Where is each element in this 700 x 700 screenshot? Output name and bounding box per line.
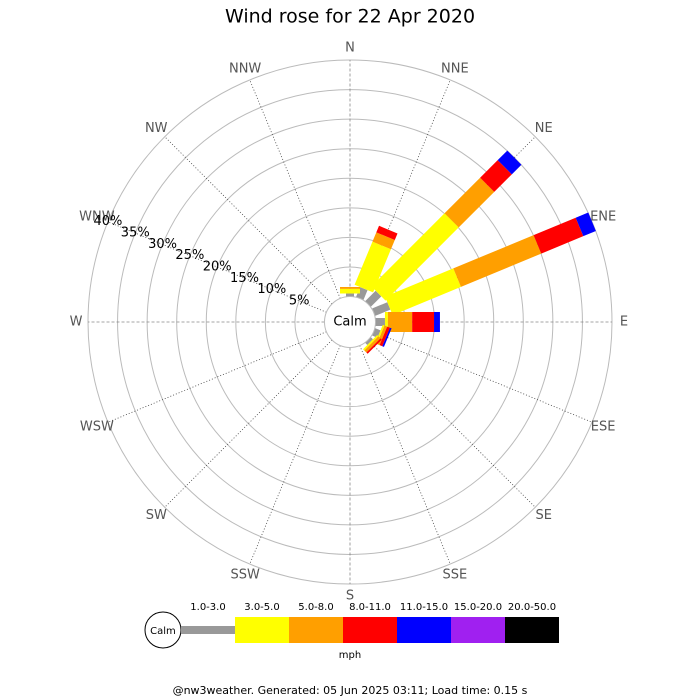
bar-segment xyxy=(453,235,542,287)
bar-segment xyxy=(385,268,461,316)
r-tick-label: 10% xyxy=(257,282,286,297)
bar-segment xyxy=(363,335,379,351)
bar-segment xyxy=(382,327,392,347)
bar-segment xyxy=(354,241,391,293)
direction-label: WSW xyxy=(80,419,114,434)
bar-segment xyxy=(364,336,381,353)
legend-swatch xyxy=(235,617,289,643)
spoke xyxy=(359,345,451,565)
direction-label: SSW xyxy=(230,568,260,583)
spoke xyxy=(107,331,327,423)
bar-segment xyxy=(387,312,413,332)
legend-unit: mph xyxy=(339,650,361,661)
r-tick-label: 15% xyxy=(230,271,259,286)
grid-ring xyxy=(235,207,465,437)
direction-label: E xyxy=(620,315,628,330)
direction-label: NE xyxy=(535,121,553,136)
bar-segment xyxy=(366,338,382,354)
direction-label: SSE xyxy=(442,568,467,583)
spoke xyxy=(367,339,536,508)
direction-label: S xyxy=(346,589,354,604)
legend-label: 3.0-5.0 xyxy=(244,602,279,613)
direction-label: NW xyxy=(145,121,168,136)
bar-segment xyxy=(533,217,584,254)
legend-swatch xyxy=(505,617,559,643)
calm-label: Calm xyxy=(333,315,366,330)
legend-label: 15.0-20.0 xyxy=(454,602,502,613)
bar-segment xyxy=(346,293,354,297)
bar-segment xyxy=(497,150,522,175)
spoke xyxy=(373,331,593,423)
direction-label: N xyxy=(345,41,355,56)
legend-label: 11.0-15.0 xyxy=(400,602,448,613)
bar-segment xyxy=(340,287,360,289)
r-tick-label: 40% xyxy=(93,214,122,229)
spoke xyxy=(249,79,341,299)
calm-circle xyxy=(324,296,376,348)
bar-segment xyxy=(412,312,435,332)
spoke xyxy=(107,221,327,313)
bar-segment xyxy=(372,302,391,316)
direction-label: ENE xyxy=(590,210,616,225)
bar-segment xyxy=(340,288,360,294)
legend-swatch xyxy=(289,617,343,643)
r-tick-label: 5% xyxy=(289,293,310,308)
spoke xyxy=(249,345,341,565)
grid-ring xyxy=(205,177,495,467)
spoke xyxy=(164,136,333,305)
r-tick-label: 25% xyxy=(175,248,204,263)
direction-label: SE xyxy=(536,508,552,523)
bar-segment xyxy=(375,318,385,326)
legend-swatch xyxy=(343,617,397,643)
bar-segment xyxy=(434,312,440,332)
direction-label: WNW xyxy=(79,210,115,225)
legend-calm-label: Calm xyxy=(150,626,176,637)
legend-label: 8.0-11.0 xyxy=(349,602,391,613)
footer: @nw3weather. Generated: 05 Jun 2025 03:1… xyxy=(173,684,528,697)
bar-segment xyxy=(372,232,395,250)
direction-label: ESE xyxy=(591,419,616,434)
bar-segment xyxy=(379,326,390,347)
direction-label: SW xyxy=(146,508,167,523)
chart-title: Wind rose for 22 Apr 2020 xyxy=(225,6,475,28)
legend-label: 1.0-3.0 xyxy=(190,602,225,613)
bar-segment xyxy=(365,337,373,345)
bar-segment xyxy=(575,212,596,237)
bar-segment xyxy=(371,213,459,301)
bar-segment xyxy=(480,160,512,192)
bar-segment xyxy=(376,225,398,240)
bar-segment xyxy=(444,177,495,228)
r-tick-label: 35% xyxy=(121,226,150,241)
legend-swatch xyxy=(181,626,235,634)
direction-label: NNW xyxy=(229,61,261,76)
direction-label: NNE xyxy=(441,61,469,76)
legend-swatch xyxy=(397,617,451,643)
r-tick-label: 20% xyxy=(203,259,232,274)
spoke xyxy=(164,339,333,508)
legend-label: 20.0-50.0 xyxy=(508,602,556,613)
bar-segment xyxy=(365,290,382,307)
legend-swatch xyxy=(451,617,505,643)
direction-label: W xyxy=(70,315,83,330)
legend-label: 5.0-8.0 xyxy=(298,602,333,613)
r-tick-label: 30% xyxy=(148,237,177,252)
